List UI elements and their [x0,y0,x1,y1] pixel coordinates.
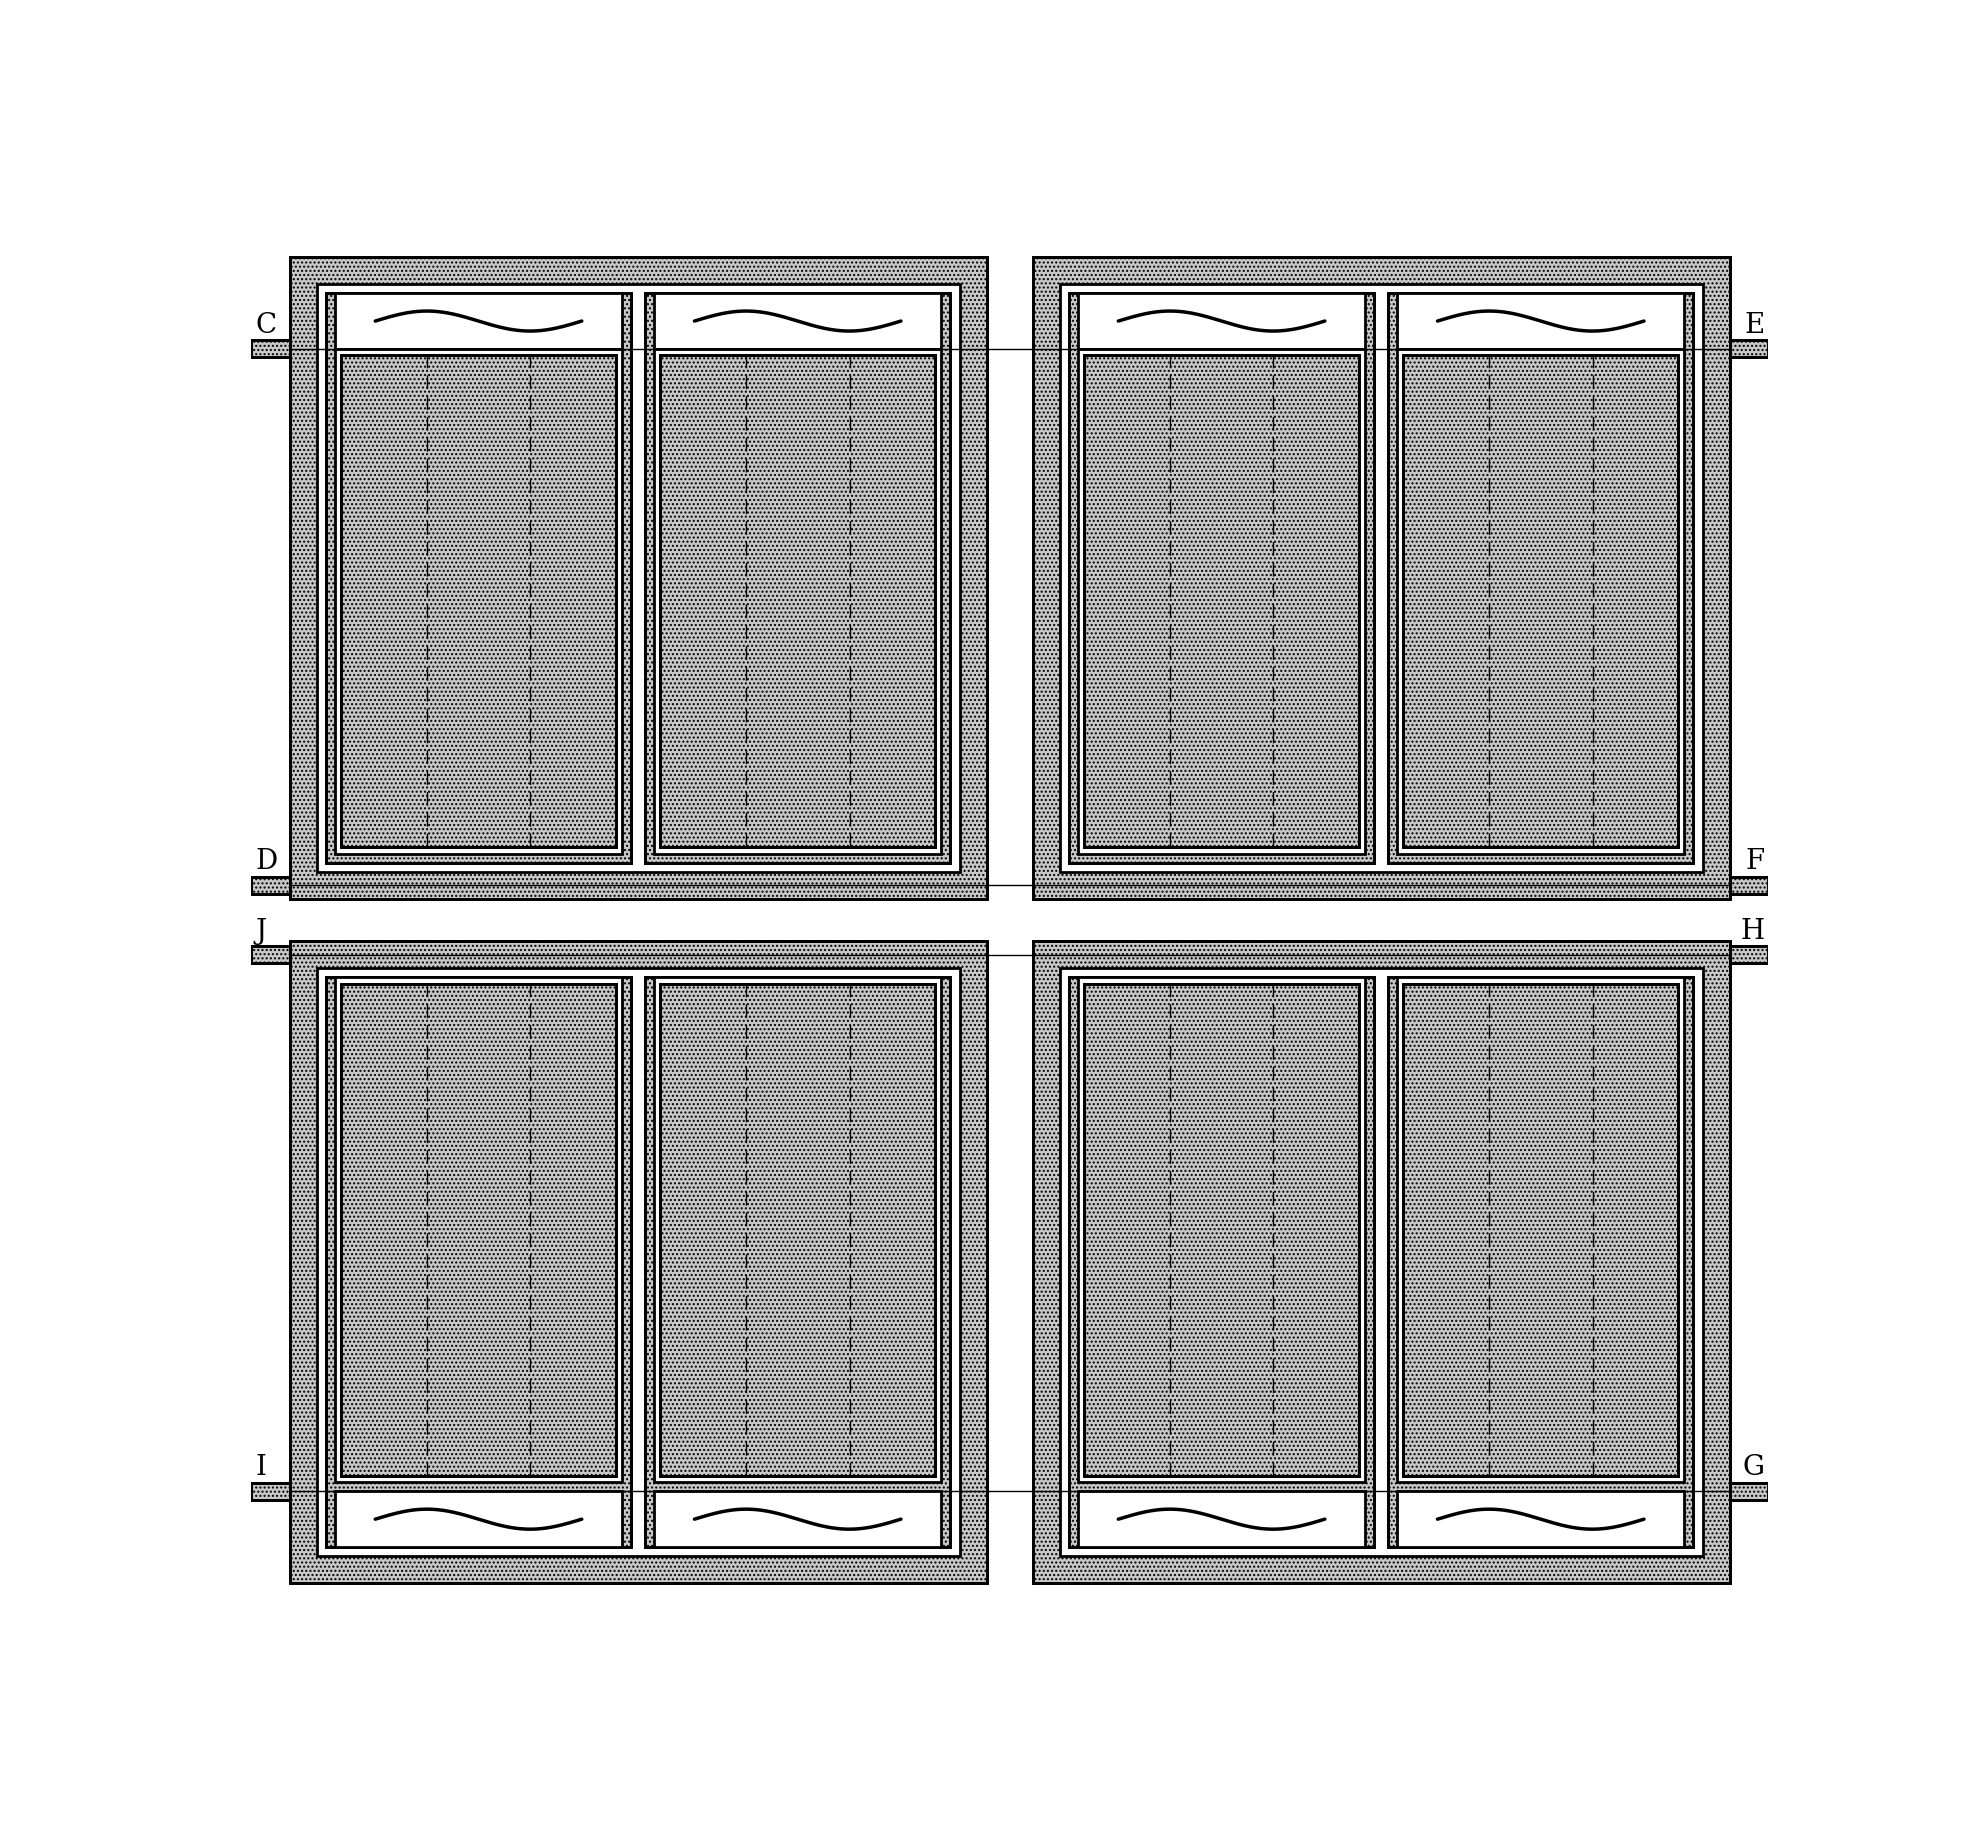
Bar [252,1483,290,1500]
Bar [252,1483,290,1500]
Text: J: J [254,918,266,946]
Bar [1070,293,1375,864]
Bar [252,946,290,964]
Bar [290,257,987,898]
Bar [252,876,290,895]
Bar [1032,257,1730,898]
Bar [325,977,630,1547]
Bar [341,355,617,847]
Bar [1403,355,1678,847]
Bar [1084,984,1359,1476]
Text: F: F [1745,849,1765,875]
Bar [1730,341,1769,357]
Text: C: C [254,312,276,339]
Bar [1070,977,1375,1547]
Bar [1403,355,1678,847]
Bar [1403,984,1678,1476]
Bar [1389,977,1694,1547]
Bar [654,1492,942,1547]
Bar [1078,293,1365,348]
Text: E: E [1743,312,1765,339]
Bar [317,284,959,873]
Bar [654,348,942,853]
Bar [1032,942,1730,1583]
Bar [1397,977,1684,1483]
Bar [660,984,936,1476]
Bar [252,876,290,895]
Bar [660,984,936,1476]
Bar [1070,293,1375,864]
Bar [341,984,617,1476]
Bar [341,355,617,847]
Bar [1389,977,1694,1547]
Bar [252,341,290,357]
Bar [1389,293,1694,864]
Bar [325,293,630,864]
Bar [1060,284,1702,873]
Bar [335,1492,623,1547]
Bar [1730,876,1769,895]
Bar [1730,876,1769,895]
Bar [341,984,617,1476]
Bar [1389,293,1694,864]
Bar [1730,946,1769,964]
Bar [1070,977,1375,1547]
Bar [660,355,936,847]
Bar [644,293,950,864]
Bar [290,257,987,898]
Bar [1730,341,1769,357]
Bar [290,942,987,1583]
Bar [1084,355,1359,847]
Bar [1032,942,1730,1583]
Bar [1397,348,1684,853]
Bar [644,977,950,1547]
Bar [325,293,630,864]
Bar [1730,1483,1769,1500]
Bar [1078,977,1365,1483]
Bar [1060,967,1702,1556]
Bar [1730,946,1769,964]
Bar [644,293,950,864]
Bar [660,355,936,847]
Bar [1397,293,1684,348]
Bar [335,293,623,348]
Bar [252,341,290,357]
Bar [252,946,290,964]
Bar [1403,984,1678,1476]
Bar [1730,1483,1769,1500]
Text: I: I [254,1454,266,1481]
Bar [335,977,623,1483]
Bar [644,977,950,1547]
Bar [317,967,959,1556]
Bar [1084,984,1359,1476]
Bar [654,977,942,1483]
Text: G: G [1741,1454,1765,1481]
Text: D: D [254,849,278,875]
Bar [290,942,987,1583]
Text: H: H [1740,918,1765,946]
Bar [1084,355,1359,847]
Bar [335,348,623,853]
Bar [1032,257,1730,898]
Bar [1078,348,1365,853]
Bar [654,293,942,348]
Bar [1397,1492,1684,1547]
Bar [325,977,630,1547]
Bar [1078,1492,1365,1547]
